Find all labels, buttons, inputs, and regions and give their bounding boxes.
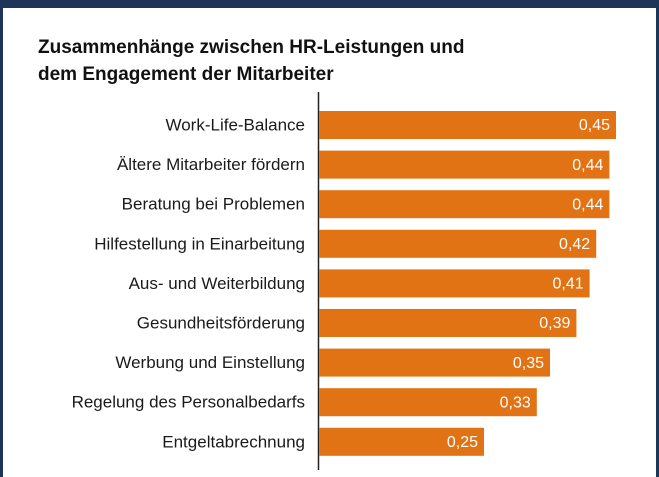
bar <box>319 150 610 179</box>
category-label: Aus- und Weiterbildung <box>129 274 305 293</box>
bar <box>319 309 577 337</box>
value-label: 0,44 <box>572 196 603 213</box>
value-label: 0,41 <box>552 276 583 293</box>
value-label: 0,25 <box>447 434 478 451</box>
value-label: 0,44 <box>572 157 603 174</box>
category-label: Gesundheitsförderung <box>137 313 305 332</box>
value-label: 0,45 <box>579 117 610 134</box>
value-label: 0,35 <box>513 355 544 372</box>
category-label: Ältere Mitarbeiter fördern <box>117 155 305 174</box>
category-label: Work-Life-Balance <box>165 115 305 134</box>
bar <box>319 348 550 377</box>
value-label: 0,42 <box>559 236 590 253</box>
bar <box>319 269 590 298</box>
value-label: 0,39 <box>539 315 570 332</box>
category-label: Regelung des Personalbedarfs <box>72 393 305 412</box>
bar <box>319 190 610 219</box>
category-label: Entgeltabrechnung <box>162 432 305 451</box>
top-border <box>0 0 659 8</box>
category-label: Hilfestellung in Einarbeitung <box>94 234 305 253</box>
bar <box>319 229 597 258</box>
bar <box>319 111 616 139</box>
bar <box>319 388 537 417</box>
category-label: Werbung und Einstellung <box>115 353 305 372</box>
right-border <box>656 0 659 477</box>
value-label: 0,33 <box>500 394 531 411</box>
chart-title: Zusammenhänge zwischen HR-Leistungen und <box>38 37 465 58</box>
category-label: Beratung bei Problemen <box>122 195 305 214</box>
chart-title: dem Engagement der Mitarbeiter <box>38 64 334 85</box>
bar <box>319 427 484 456</box>
left-border <box>0 0 3 477</box>
